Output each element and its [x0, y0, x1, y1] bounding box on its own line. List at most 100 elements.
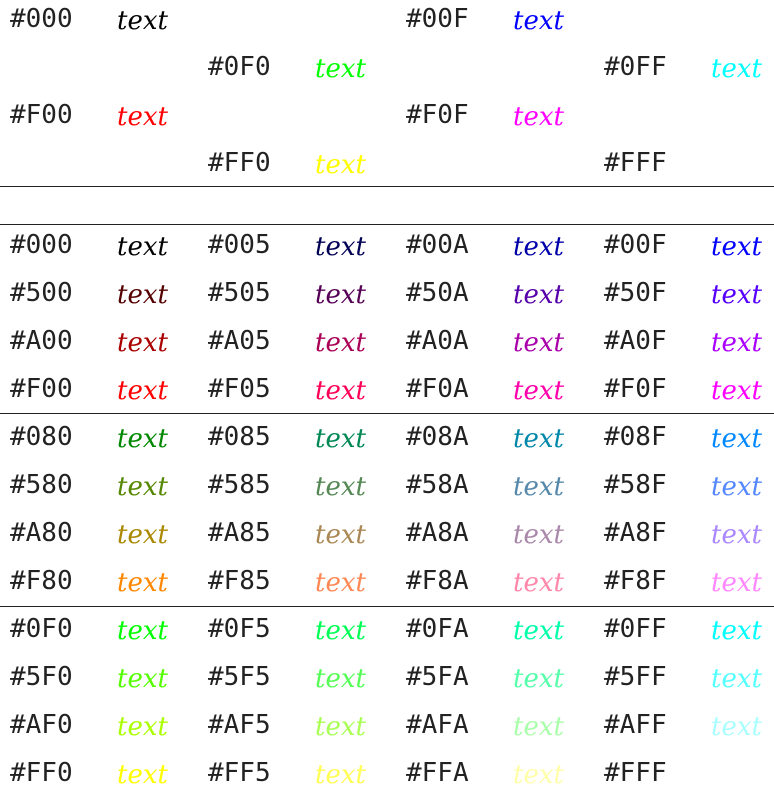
color-code-label: #58A [406, 470, 469, 500]
table-row: #580 text #585 text #58A text #58F text [0, 466, 774, 514]
color-sample-text: text [315, 520, 366, 550]
color-code-label: #085 [208, 422, 271, 452]
color-sample-text: text [513, 328, 564, 358]
color-sample-text: text [711, 232, 762, 262]
color-code-label: #58F [604, 470, 667, 500]
color-sample-text: text [513, 102, 564, 132]
color-sample-text: text [117, 760, 168, 790]
color-code-label: #A0F [604, 326, 667, 356]
color-sample-text: text [117, 568, 168, 598]
color-code-label: #080 [10, 422, 73, 452]
color-sample-text: text [513, 712, 564, 742]
color-sample-text: text [513, 760, 564, 790]
color-code-label: #500 [10, 278, 73, 308]
color-sample-text: text [711, 568, 762, 598]
color-code-label: #000 [10, 230, 73, 260]
color-code-label: #F0F [406, 100, 469, 130]
color-sample-text: text [117, 102, 168, 132]
color-code-label: #005 [208, 230, 271, 260]
color-code-label: #F00 [10, 374, 73, 404]
color-sample-text: text [315, 760, 366, 790]
color-code-label: #AF5 [208, 710, 271, 740]
table-row: #000 text #005 text #00A text #00F text [0, 226, 774, 274]
color-code-label: #580 [10, 470, 73, 500]
color-code-label: #A80 [10, 518, 73, 548]
color-code-label: #AF0 [10, 710, 73, 740]
color-sample-text: text [315, 664, 366, 694]
color-code-label: #FFF [604, 758, 667, 788]
color-sample-text: text [711, 760, 762, 790]
color-code-label: #A8A [406, 518, 469, 548]
table-row: #F80 text #F85 text #F8A text #F8F text [0, 562, 774, 610]
color-sample-text: text [117, 520, 168, 550]
color-sample-text: text [117, 280, 168, 310]
color-code-label: #AFA [406, 710, 469, 740]
color-code-label: #F85 [208, 566, 271, 596]
color-code-label: #FF0 [10, 758, 73, 788]
color-code-label: #00F [604, 230, 667, 260]
color-sample-text: text [315, 472, 366, 502]
color-code-label: #00A [406, 230, 469, 260]
color-sample-text: text [711, 520, 762, 550]
color-code-label: #505 [208, 278, 271, 308]
color-code-label: #FF5 [208, 758, 271, 788]
color-code-label: #F8A [406, 566, 469, 596]
table-row: #FF0 text #FFF text [0, 144, 774, 192]
color-sample-text: text [315, 616, 366, 646]
color-code-label: #A05 [208, 326, 271, 356]
color-code-label: #0F0 [208, 52, 271, 82]
color-sample-text: text [315, 328, 366, 358]
color-code-label: #AFF [604, 710, 667, 740]
table-row: #0F0 text #0FF text [0, 48, 774, 96]
color-code-label: #585 [208, 470, 271, 500]
color-sample-text: text [513, 6, 564, 36]
color-code-label: #F8F [604, 566, 667, 596]
table-row: #F00 text #F0F text [0, 96, 774, 144]
color-code-label: #000 [10, 4, 73, 34]
color-sample-text: text [513, 376, 564, 406]
color-code-label: #5FA [406, 662, 469, 692]
color-code-label: #0FA [406, 614, 469, 644]
color-code-label: #5F5 [208, 662, 271, 692]
section-divider-2 [0, 224, 774, 225]
color-sample-text: text [315, 232, 366, 262]
color-sample-text: text [315, 54, 366, 84]
color-sample-text: text [513, 568, 564, 598]
table-row: #5F0 text #5F5 text #5FA text #5FF text [0, 658, 774, 706]
color-code-label: #FFF [604, 148, 667, 178]
color-code-label: #A8F [604, 518, 667, 548]
color-sample-text: text [711, 150, 762, 180]
color-code-label: #A0A [406, 326, 469, 356]
color-code-label: #08F [604, 422, 667, 452]
table-row: #000 text #00F text [0, 0, 774, 48]
table-row: #FF0 text #FF5 text #FFA text #FFF text [0, 754, 774, 802]
color-code-label: #A00 [10, 326, 73, 356]
color-sample-text: text [117, 472, 168, 502]
table-row: #A00 text #A05 text #A0A text #A0F text [0, 322, 774, 370]
color-code-label: #F05 [208, 374, 271, 404]
color-sample-text: text [315, 150, 366, 180]
color-sample-text: text [711, 376, 762, 406]
color-code-label: #0F0 [10, 614, 73, 644]
table-row: #500 text #505 text #50A text #50F text [0, 274, 774, 322]
color-code-label: #5FF [604, 662, 667, 692]
color-sample-text: text [315, 280, 366, 310]
color-code-label: #0FF [604, 52, 667, 82]
color-sample-text: text [513, 424, 564, 454]
color-sample-text: text [117, 376, 168, 406]
color-sample-text: text [117, 664, 168, 694]
color-code-label: #50F [604, 278, 667, 308]
table-row: #0F0 text #0F5 text #0FA text #0FF text [0, 610, 774, 658]
color-code-label: #F00 [10, 100, 73, 130]
color-sample-text: text [315, 376, 366, 406]
color-code-label: #F80 [10, 566, 73, 596]
color-code-label: #FFA [406, 758, 469, 788]
color-sample-text: text [513, 520, 564, 550]
color-sample-text: text [711, 664, 762, 694]
table-row: #AF0 text #AF5 text #AFA text #AFF text [0, 706, 774, 754]
color-code-label: #50A [406, 278, 469, 308]
table-row: #A80 text #A85 text #A8A text #A8F text [0, 514, 774, 562]
color-sample-text: text [117, 328, 168, 358]
table-row: #F00 text #F05 text #F0A text #F0F text [0, 370, 774, 418]
color-code-label: #A85 [208, 518, 271, 548]
